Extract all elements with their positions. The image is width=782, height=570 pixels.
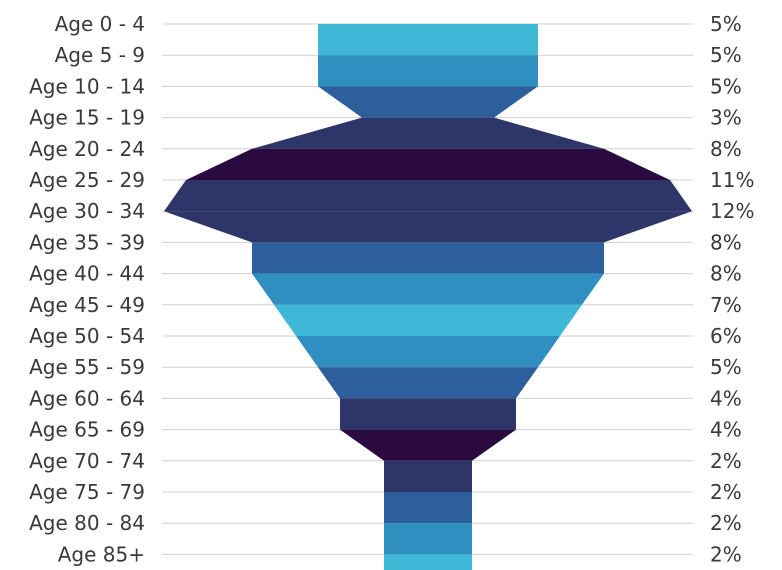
value-label: 8% bbox=[710, 262, 742, 286]
value-label: 7% bbox=[710, 293, 742, 317]
category-label: Age 45 - 49 bbox=[29, 293, 145, 317]
value-label: 8% bbox=[710, 137, 742, 161]
category-label: Age 5 - 9 bbox=[55, 43, 145, 67]
funnel-band bbox=[186, 148, 670, 180]
category-label: Age 30 - 34 bbox=[29, 199, 145, 223]
value-label: 5% bbox=[710, 74, 742, 98]
value-label: 4% bbox=[710, 386, 742, 410]
value-label: 5% bbox=[710, 355, 742, 379]
value-label: 6% bbox=[710, 324, 742, 348]
category-label: Age 15 - 19 bbox=[29, 106, 145, 130]
category-label: Age 35 - 39 bbox=[29, 230, 145, 254]
value-label: 2% bbox=[710, 449, 742, 473]
funnel-band bbox=[164, 211, 692, 243]
category-label: Age 70 - 74 bbox=[29, 449, 145, 473]
category-label: Age 40 - 44 bbox=[29, 262, 145, 286]
funnel-band bbox=[274, 304, 582, 336]
value-label: 2% bbox=[710, 480, 742, 504]
funnel-band bbox=[340, 429, 516, 461]
value-label: 4% bbox=[710, 418, 742, 442]
funnel-band bbox=[252, 273, 604, 305]
category-label: Age 50 - 54 bbox=[29, 324, 145, 348]
funnel-band bbox=[164, 180, 692, 212]
funnel-band bbox=[318, 55, 538, 87]
category-label: Age 80 - 84 bbox=[29, 511, 145, 535]
funnel-band bbox=[384, 492, 472, 524]
funnel-band bbox=[252, 117, 604, 149]
category-label: Age 85+ bbox=[58, 542, 145, 566]
funnel-band bbox=[318, 367, 538, 399]
funnel-bands bbox=[164, 24, 692, 570]
category-label: Age 25 - 29 bbox=[29, 168, 145, 192]
funnel-band bbox=[296, 336, 560, 368]
category-label: Age 75 - 79 bbox=[29, 480, 145, 504]
category-label: Age 65 - 69 bbox=[29, 418, 145, 442]
funnel-band bbox=[318, 24, 538, 56]
category-label: Age 10 - 14 bbox=[29, 74, 145, 98]
value-label: 12% bbox=[710, 199, 754, 223]
category-labels: Age 0 - 4 Age 5 - 9 Age 10 - 14 Age 15 - 19… bbox=[29, 12, 145, 566]
category-label: Age 55 - 59 bbox=[29, 355, 145, 379]
funnel-band bbox=[384, 554, 472, 570]
value-label: 5% bbox=[710, 12, 742, 36]
value-label: 11% bbox=[710, 168, 754, 192]
value-label: 2% bbox=[710, 542, 742, 566]
category-label: Age 0 - 4 bbox=[55, 12, 145, 36]
category-label: Age 20 - 24 bbox=[29, 137, 145, 161]
funnel-band bbox=[340, 398, 516, 430]
category-label: Age 60 - 64 bbox=[29, 386, 145, 410]
value-labels: 5% 5% 5% 3% 8% 11% 12% 8% 8% 7% 6% 5% 4% 4% 2% 2% 2% 2% bbox=[710, 12, 754, 566]
value-label: 2% bbox=[710, 511, 742, 535]
funnel-band bbox=[384, 523, 472, 555]
funnel-band bbox=[252, 242, 604, 274]
funnel-band bbox=[384, 460, 472, 492]
value-label: 5% bbox=[710, 43, 742, 67]
funnel-band bbox=[318, 86, 538, 118]
value-label: 3% bbox=[710, 106, 742, 130]
value-label: 8% bbox=[710, 230, 742, 254]
